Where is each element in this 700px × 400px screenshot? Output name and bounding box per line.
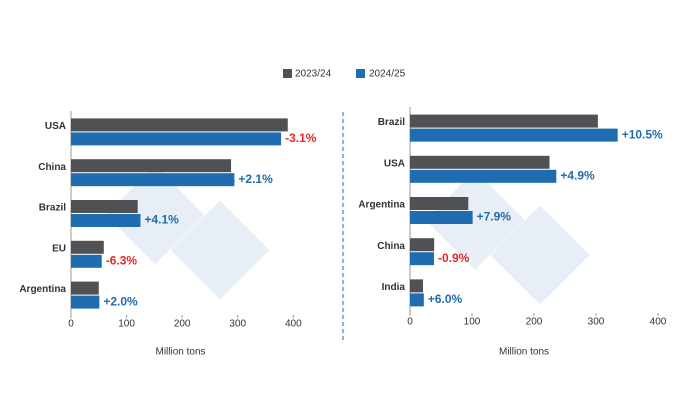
x-tick-label: 200 [526, 317, 543, 328]
value-label: +2.1% [238, 172, 273, 186]
watermark [105, 165, 590, 305]
category-label: USA [45, 121, 66, 132]
bar [410, 211, 473, 224]
bar [71, 173, 235, 187]
value-label: +2.0% [103, 294, 138, 308]
value-label: +4.9% [560, 168, 595, 182]
category-label: India [382, 282, 406, 293]
bar [410, 169, 557, 183]
bar [410, 293, 424, 307]
legend-label: 2024/25 [369, 69, 406, 80]
value-label: +7.9% [477, 210, 512, 224]
x-tick-label: 300 [588, 317, 605, 328]
value-label: +10.5% [622, 127, 663, 141]
category-label: Argentina [19, 284, 66, 295]
bar [71, 295, 100, 309]
category-label: Argentina [358, 200, 405, 211]
legend-label: 2023/24 [295, 69, 332, 80]
x-tick-label: 0 [68, 319, 74, 330]
bar [410, 279, 424, 293]
bar [71, 281, 99, 295]
value-label: +4.1% [144, 213, 179, 227]
x-tick-label: 400 [650, 317, 667, 328]
legend-swatch [356, 69, 365, 78]
category-label: USA [384, 158, 405, 169]
value-label: -3.1% [285, 131, 317, 145]
x-axis-title: Million tons [155, 347, 205, 358]
bar [410, 114, 598, 128]
bar [410, 238, 435, 252]
category-label: EU [52, 243, 66, 254]
bar [71, 254, 102, 268]
bar [71, 200, 138, 213]
bar [71, 118, 288, 132]
bar [410, 155, 550, 169]
x-tick-label: 200 [174, 319, 191, 330]
value-label: -0.9% [438, 251, 470, 265]
bar [410, 128, 618, 142]
bar [71, 214, 141, 227]
category-label: China [38, 162, 66, 173]
category-label: Brazil [39, 203, 66, 214]
x-axis-title: Million tons [499, 347, 549, 358]
value-label: +6.0% [428, 292, 463, 306]
category-label: China [377, 241, 405, 252]
bar [71, 159, 232, 173]
bar [410, 197, 469, 210]
x-tick-label: 400 [285, 319, 302, 330]
x-tick-label: 100 [118, 319, 135, 330]
value-label: -6.3% [106, 253, 138, 267]
bar [410, 252, 434, 266]
x-tick-label: 300 [229, 319, 246, 330]
category-label: Brazil [378, 117, 405, 128]
x-tick-label: 0 [407, 317, 413, 328]
legend-swatch [283, 69, 292, 78]
bar [71, 132, 282, 146]
x-tick-label: 100 [464, 317, 481, 328]
bar [71, 240, 104, 254]
